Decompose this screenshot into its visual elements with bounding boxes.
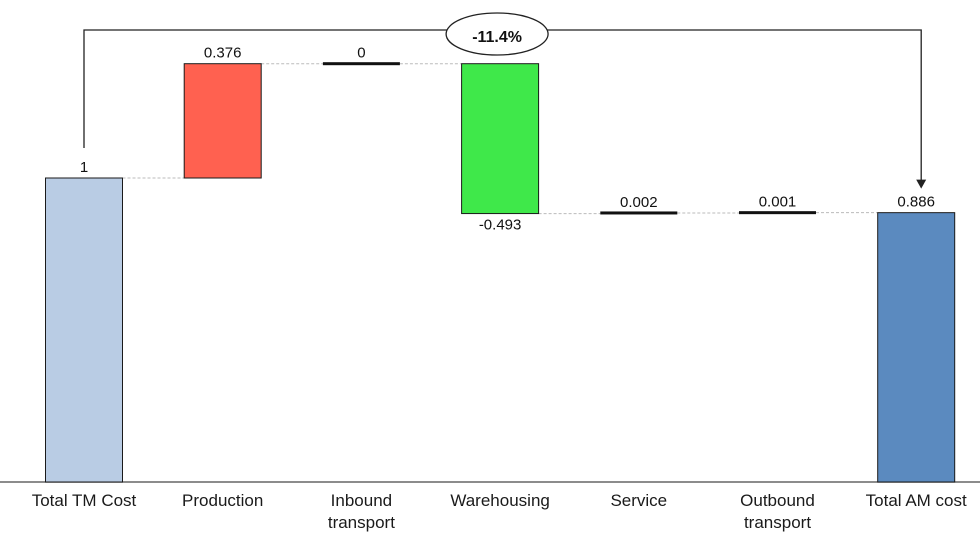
data-label-1: 0.376 <box>204 45 242 62</box>
bar-marker-2 <box>322 62 400 66</box>
bar-marker-5 <box>739 211 816 215</box>
tick-label-2: transport <box>328 513 395 532</box>
tick-label-1: Production <box>182 491 263 510</box>
data-label-3: -0.493 <box>479 217 522 234</box>
bar-3 <box>461 63 540 215</box>
total-change-label: -11.4% <box>472 29 522 46</box>
total-change-ellipse <box>445 12 549 56</box>
total-change-arrowhead <box>916 179 927 189</box>
tick-label-6: Total AM cost <box>866 491 967 510</box>
bar-6 <box>877 212 956 483</box>
bar-0 <box>45 177 123 483</box>
data-label-5: 0.001 <box>759 194 797 211</box>
data-label-4: 0.002 <box>620 194 658 211</box>
tick-label-0: Total TM Cost <box>32 491 137 510</box>
bar-marker-4 <box>600 211 678 215</box>
tick-label-4: Service <box>610 491 667 510</box>
tick-label-3: Warehousing <box>450 491 550 510</box>
bar-1 <box>183 63 262 179</box>
data-label-6: 0.886 <box>897 194 935 211</box>
tick-label-5: transport <box>744 513 811 532</box>
tick-label-5: Outbound <box>740 491 815 510</box>
tick-label-2: Inbound <box>331 491 392 510</box>
data-label-0: 1 <box>80 159 88 176</box>
data-label-2: 0 <box>357 45 365 62</box>
